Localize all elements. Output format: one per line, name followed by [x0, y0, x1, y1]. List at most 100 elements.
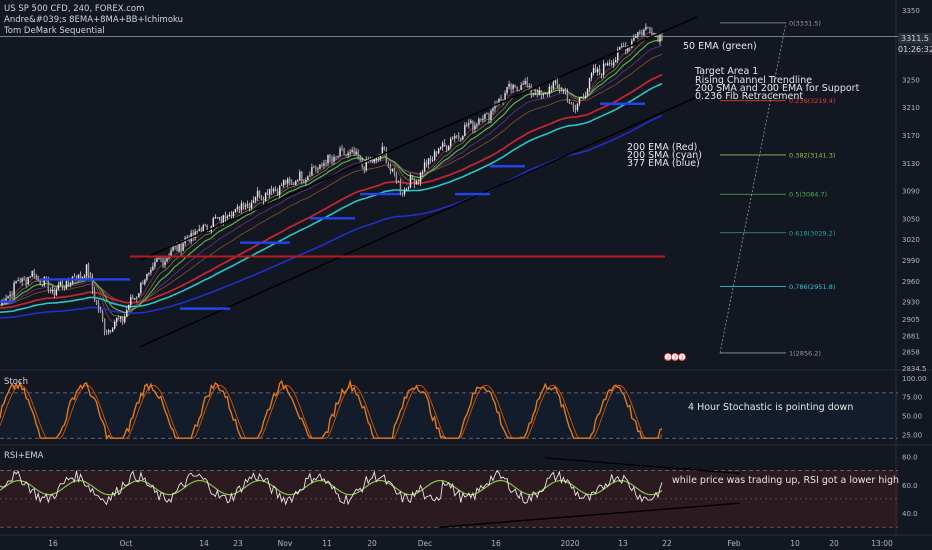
candle-body [317, 168, 319, 170]
price-tick-label: 2834.5 [902, 365, 927, 373]
candle-body [202, 225, 204, 232]
candle-body [548, 86, 551, 94]
candle-body [17, 280, 19, 281]
candle-body [176, 245, 178, 252]
candle-body [291, 182, 293, 184]
candle-body [3, 299, 5, 301]
candle-body [192, 233, 194, 238]
candle-body [452, 138, 454, 139]
candle-body [91, 277, 94, 291]
candle-body [276, 191, 279, 196]
candle-body [468, 123, 470, 126]
candle-body [166, 258, 168, 262]
candle-body [433, 151, 436, 161]
candle-body [142, 282, 144, 285]
candle-body [661, 34, 663, 39]
candle-body [43, 276, 45, 286]
candle-body [512, 84, 514, 90]
time-tick-label: 16 [491, 539, 501, 548]
candle-body [454, 135, 456, 139]
fib-level-label: 0.5(3084.7) [789, 191, 827, 199]
demark-label[interactable]: Tom DeMark Sequential [4, 26, 105, 36]
candle-body [588, 77, 591, 90]
candle-body [299, 171, 301, 181]
candle-body [244, 205, 247, 207]
candle-body [301, 171, 303, 181]
last-price-tag: 3311.5 [898, 33, 932, 44]
price-tick-label: 3250 [902, 76, 920, 84]
candle-body [226, 216, 229, 219]
candle-body [373, 159, 375, 163]
candle-body [77, 274, 80, 280]
candle-body [172, 246, 174, 251]
candle-body [19, 280, 21, 282]
candle-body [83, 275, 86, 277]
candle-body [246, 204, 249, 206]
fib-level-label: 0.786(2951.8) [789, 283, 835, 291]
candle-body [228, 214, 231, 217]
candle-body [389, 166, 392, 171]
candle-body [55, 289, 58, 296]
candle-body [170, 250, 172, 256]
time-tick-label: 22 [662, 539, 672, 548]
candle-body [162, 258, 164, 265]
candle-body [631, 40, 633, 48]
stoch-annotation: 4 Hour Stochastic is pointing down [688, 402, 854, 413]
candle-body [405, 188, 408, 190]
candle-body [287, 179, 289, 184]
candle-body [178, 244, 180, 252]
candle-body [617, 49, 619, 61]
candle-body [520, 85, 522, 90]
candle-body [158, 257, 160, 259]
candle-body [363, 166, 365, 171]
candle-body [353, 150, 355, 154]
candle-body [582, 96, 585, 99]
candle-body [164, 261, 166, 265]
candle-body [7, 296, 9, 299]
candle-body [528, 86, 530, 87]
candle-body [480, 119, 482, 121]
candle-body [441, 143, 444, 148]
candle-body [574, 108, 577, 110]
candle-body [220, 217, 223, 224]
candle-body [174, 245, 176, 247]
candle-body [377, 157, 379, 159]
time-tick-label: 11 [322, 539, 332, 548]
candle-body [564, 90, 567, 93]
candle-body [75, 277, 78, 280]
candle-body [443, 143, 446, 147]
candle-body [283, 180, 285, 186]
candle-body [204, 225, 206, 226]
candle-body [230, 214, 233, 217]
candle-body [637, 32, 639, 36]
rsi-pane-title: RSI+EMA [4, 451, 44, 461]
candle-body [391, 168, 394, 171]
candle-body [25, 280, 27, 285]
candle-body [562, 90, 565, 92]
candle-body [39, 280, 41, 285]
candle-body [530, 86, 532, 95]
candle-body [105, 332, 108, 333]
candle-body [387, 163, 390, 167]
candle-body [224, 215, 227, 219]
indicator-label[interactable]: Andre&#039;s 8EMA+8MA+BB+Ichimoku [4, 15, 184, 25]
candle-body [49, 289, 52, 292]
candle-body [315, 167, 317, 170]
ema200-line [0, 73, 663, 309]
candle-body [615, 60, 617, 63]
candle-body [566, 92, 569, 101]
candle-body [393, 168, 396, 174]
fib-level-label: 0.382(3141.3) [789, 151, 835, 159]
candle-body [240, 203, 243, 210]
candle-body [289, 179, 291, 183]
candle-body [303, 180, 305, 182]
rsi-tick-label: 60.0 [902, 482, 918, 490]
candle-body [518, 89, 520, 91]
time-tick-label: 16 [48, 539, 58, 548]
candle-body [37, 275, 39, 281]
candle-body [439, 147, 442, 149]
candle-body [592, 68, 595, 74]
candle-body [21, 278, 23, 282]
candle-body [482, 118, 484, 121]
